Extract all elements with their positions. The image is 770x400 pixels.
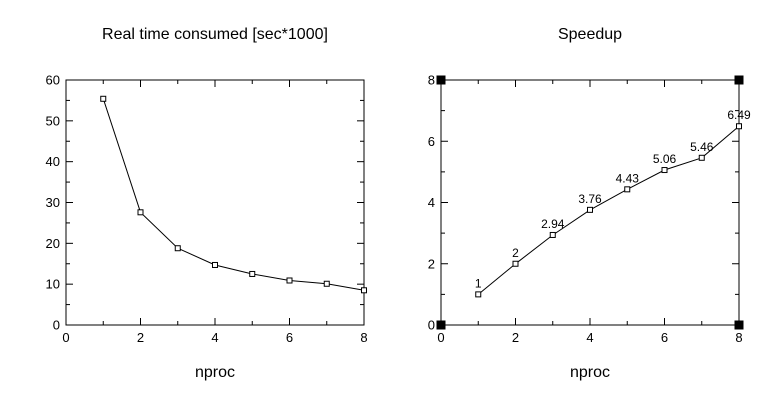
x-tick-label: 8 bbox=[735, 330, 742, 345]
data-point bbox=[286, 277, 293, 284]
data-label: 1 bbox=[475, 276, 482, 290]
plot-frame bbox=[65, 79, 365, 326]
x-tick-label: 4 bbox=[211, 330, 218, 345]
x-axis-label: nproc bbox=[195, 364, 235, 381]
data-point bbox=[323, 280, 330, 287]
speedup-chart: Speedup nproc 0 2 4 6 8 0 2 4 6 8 1 2 2.94 3.76 4.43 5.… bbox=[428, 26, 751, 381]
x-tick-label: 6 bbox=[661, 330, 668, 345]
data-point bbox=[736, 123, 742, 130]
corner-marker bbox=[734, 75, 744, 85]
data-label: 5.46 bbox=[690, 140, 714, 154]
data-point bbox=[174, 245, 181, 252]
data-point bbox=[100, 95, 107, 102]
data-label: 2.94 bbox=[541, 217, 565, 231]
y-tick-label: 8 bbox=[428, 73, 435, 88]
data-point bbox=[512, 260, 519, 267]
data-point bbox=[698, 154, 705, 161]
series-line bbox=[102, 98, 365, 291]
y-tick-label: 2 bbox=[428, 256, 435, 271]
data-point bbox=[475, 291, 482, 298]
data-point bbox=[587, 206, 593, 213]
data-point bbox=[549, 231, 556, 238]
y-tick-label: 40 bbox=[46, 154, 60, 169]
data-label: 2 bbox=[512, 246, 519, 260]
y-tick-label: 0 bbox=[428, 318, 435, 333]
data-point bbox=[661, 167, 668, 174]
chart-title: Real time consumed [sec*1000] bbox=[102, 26, 328, 43]
corner-marker bbox=[436, 75, 446, 85]
data-point bbox=[361, 287, 367, 294]
data-label: 6.49 bbox=[727, 108, 751, 122]
y-tick-label: 0 bbox=[53, 318, 60, 333]
y-tick-label: 10 bbox=[46, 277, 60, 292]
real-time-chart: Real time consumed [sec*1000] nproc 0 2 4 6… bbox=[46, 26, 368, 381]
y-tick-label: 4 bbox=[428, 195, 435, 210]
x-tick-label: 0 bbox=[437, 330, 444, 345]
corner-marker bbox=[734, 320, 744, 330]
data-label: 4.43 bbox=[616, 171, 640, 185]
data-point bbox=[137, 209, 144, 216]
y-tick-label: 20 bbox=[46, 236, 60, 251]
x-tick-label: 2 bbox=[512, 330, 519, 345]
x-tick-label: 2 bbox=[137, 330, 144, 345]
chart-title: Speedup bbox=[558, 26, 622, 43]
x-tick-label: 0 bbox=[62, 330, 69, 345]
x-axis-label: nproc bbox=[570, 364, 610, 381]
data-point bbox=[212, 261, 218, 268]
y-tick-label: 30 bbox=[46, 195, 60, 210]
y-tick-label: 50 bbox=[46, 113, 60, 128]
y-tick-label: 6 bbox=[428, 134, 435, 149]
data-point bbox=[249, 270, 256, 277]
x-tick-label: 4 bbox=[586, 330, 593, 345]
data-label: 3.76 bbox=[578, 192, 602, 206]
data-point bbox=[624, 186, 631, 193]
x-tick-label: 6 bbox=[286, 330, 293, 345]
series-line bbox=[477, 125, 740, 295]
y-tick-label: 60 bbox=[46, 73, 60, 88]
data-label: 5.06 bbox=[653, 152, 677, 166]
x-tick-label: 8 bbox=[360, 330, 367, 345]
corner-marker bbox=[436, 320, 446, 330]
